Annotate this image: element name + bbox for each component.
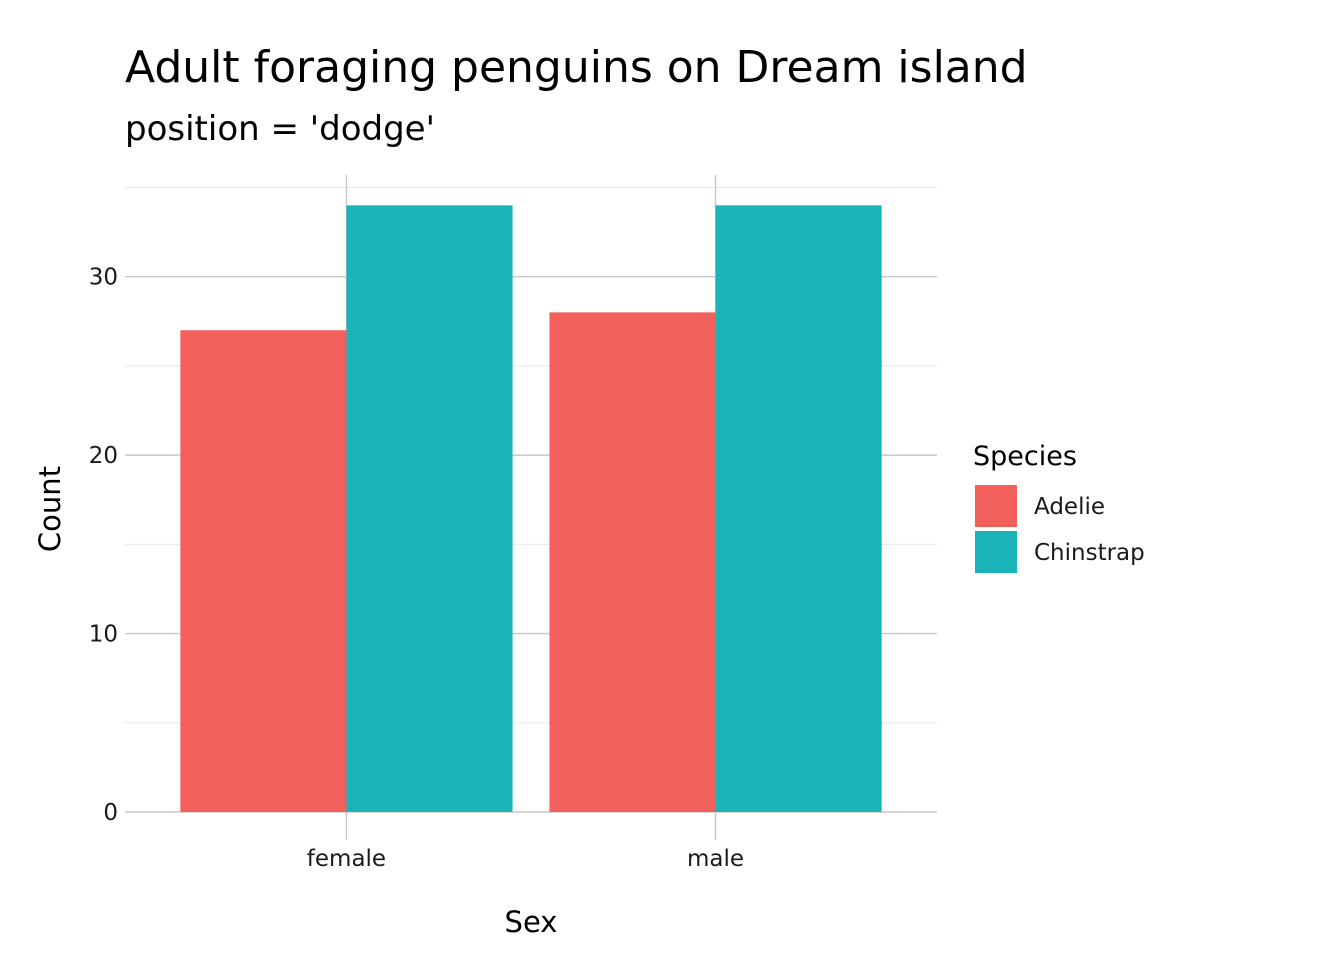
legend-label-adelie: Adelie: [1034, 494, 1105, 520]
legend-label-chinstrap: Chinstrap: [1034, 540, 1145, 566]
y-tick-label: 30: [89, 265, 118, 291]
x-tick-label: male: [687, 846, 744, 872]
bar-adelie-male: [549, 312, 716, 812]
legend-title: Species: [973, 441, 1077, 472]
chart-title: Adult foraging penguins on Dream island: [125, 42, 1028, 93]
x-axis-ticks: female male: [307, 846, 744, 872]
y-tick-label: 0: [103, 800, 118, 826]
chart-subtitle: position = 'dodge': [125, 109, 435, 149]
bar-adelie-female: [180, 330, 347, 812]
x-axis-title: Sex: [505, 905, 558, 939]
y-axis-ticks: 0 10 20 30: [89, 265, 118, 826]
y-axis-title: Count: [33, 466, 67, 552]
legend-swatch-adelie: [975, 485, 1017, 527]
y-tick-label: 10: [89, 622, 118, 648]
legend: Species Adelie Chinstrap: [973, 441, 1145, 573]
bar-chinstrap-female: [346, 205, 513, 813]
y-tick-label: 20: [89, 443, 118, 469]
x-tick-label: female: [307, 846, 386, 872]
legend-swatch-chinstrap: [975, 531, 1017, 573]
bar-chinstrap-male: [715, 205, 882, 813]
bars: [180, 205, 882, 813]
